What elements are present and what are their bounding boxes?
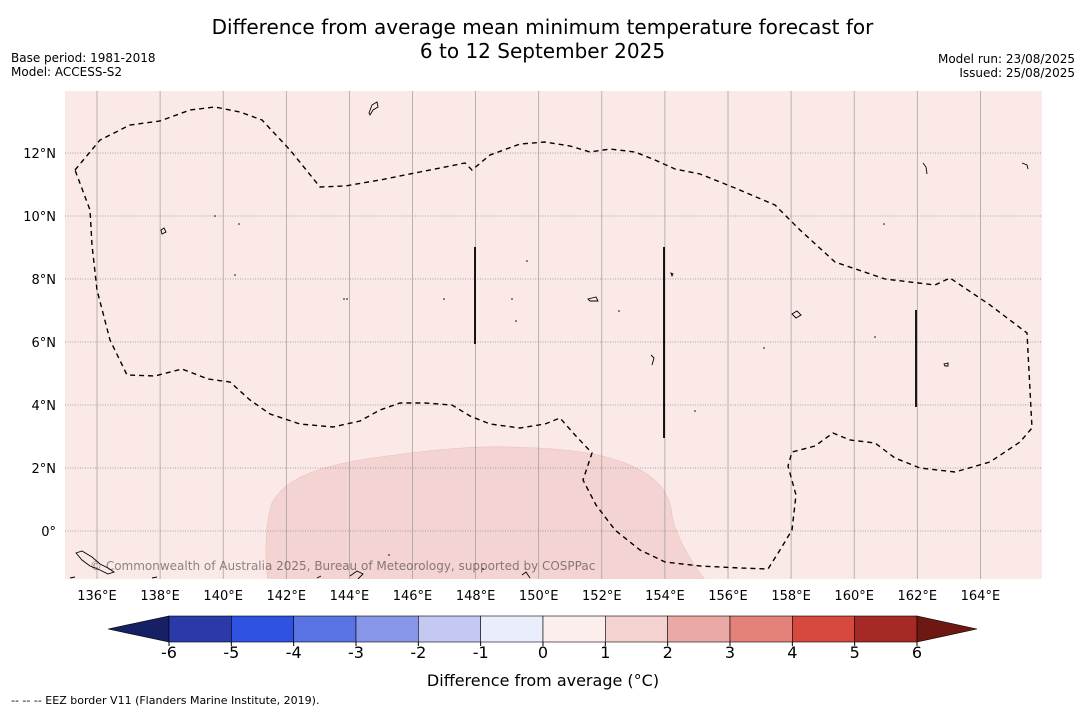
colorbar-segment bbox=[542, 615, 606, 643]
island bbox=[69, 576, 76, 579]
island bbox=[316, 575, 322, 579]
island bbox=[349, 570, 364, 579]
longitude-label: 162°E bbox=[898, 589, 938, 604]
island bbox=[922, 162, 928, 175]
title-line-2: 6 to 12 September 2025 bbox=[419, 39, 666, 63]
longitude-label: 136°E bbox=[77, 589, 117, 604]
colorbar-segment bbox=[418, 615, 481, 643]
longitude-label: 158°E bbox=[771, 589, 811, 604]
colorbar-segment bbox=[667, 615, 731, 643]
copyright-notice: © Commonwealth of Australia 2025, Bureau… bbox=[90, 559, 595, 573]
colorbar-tick-label: 4 bbox=[787, 643, 797, 662]
colorbar-tick-label: -3 bbox=[348, 643, 364, 662]
colorbar-segment bbox=[854, 615, 918, 643]
latitude-label: 2°N bbox=[32, 462, 57, 477]
colorbar-extend-low bbox=[107, 615, 170, 643]
colorbar-tick-label: -2 bbox=[410, 643, 426, 662]
island-guam bbox=[368, 101, 379, 116]
issued-date: Issued: 25/08/2025 bbox=[959, 66, 1075, 80]
island bbox=[521, 571, 531, 579]
colorbar-tick-label: 2 bbox=[663, 643, 673, 662]
island-papua bbox=[75, 550, 116, 575]
longitude-label: 148°E bbox=[456, 589, 496, 604]
island bbox=[650, 354, 655, 366]
colorbar-title: Difference from average (°C) bbox=[427, 671, 659, 690]
colorbar-segment bbox=[605, 615, 668, 643]
small-islands bbox=[214, 215, 885, 570]
colorbar-tick-label: -5 bbox=[223, 643, 239, 662]
latitude-label: 8°N bbox=[32, 273, 57, 288]
longitude-label: 152°E bbox=[582, 589, 622, 604]
longitude-label: 160°E bbox=[834, 589, 874, 604]
colorbar-tick-label: -1 bbox=[473, 643, 489, 662]
island bbox=[670, 272, 674, 278]
colorbar-tick-label: -4 bbox=[286, 643, 302, 662]
colorbar-tick-label: 0 bbox=[538, 643, 548, 662]
longitude-label: 164°E bbox=[961, 589, 1001, 604]
colorbar-segment bbox=[231, 615, 294, 643]
longitude-label: 146°E bbox=[393, 589, 433, 604]
colorbar-tick-label: 3 bbox=[725, 643, 735, 662]
latitude-labels: 12°N 10°N 8°N 6°N 4°N 2°N 0° bbox=[23, 147, 56, 540]
model-name: Model: ACCESS-S2 bbox=[11, 65, 123, 79]
colorbar-tick-label: 6 bbox=[912, 643, 922, 662]
latitude-label: 0° bbox=[41, 525, 56, 540]
island-pohnpei bbox=[587, 296, 599, 302]
colorbar bbox=[107, 615, 978, 643]
longitude-label: 140°E bbox=[203, 589, 243, 604]
islands bbox=[69, 101, 1029, 579]
colorbar-segment bbox=[293, 615, 357, 643]
colorbar-segment bbox=[729, 615, 793, 643]
longitude-label: 156°E bbox=[708, 589, 748, 604]
colorbar-segment bbox=[168, 615, 232, 643]
eez-border bbox=[74, 106, 1033, 570]
longitude-label: 144°E bbox=[330, 589, 370, 604]
footnote: -- -- -- EEZ border V11 (Flanders Marine… bbox=[11, 694, 320, 707]
longitude-labels: 136°E 138°E 140°E 142°E 144°E 146°E 148°E 150°E… bbox=[77, 589, 1000, 604]
colorbar-segment bbox=[480, 615, 544, 643]
title-line-1: Difference from average mean minimum tem… bbox=[211, 15, 874, 39]
latitude-label: 12°N bbox=[23, 147, 56, 162]
colorbar-tick-label: 1 bbox=[600, 643, 610, 662]
island bbox=[1021, 162, 1029, 170]
island bbox=[151, 576, 158, 579]
longitude-label: 138°E bbox=[140, 589, 180, 604]
latitude-label: 10°N bbox=[23, 210, 56, 225]
colorbar-tick-label: 5 bbox=[850, 643, 860, 662]
colorbar-segment bbox=[355, 615, 419, 643]
island-kosrae bbox=[791, 310, 802, 319]
colorbar-ticks: -6 -5 -4 -3 -2 -1 0 1 2 3 4 5 6 bbox=[161, 642, 922, 662]
latitude-label: 4°N bbox=[32, 399, 57, 414]
longitude-label: 154°E bbox=[645, 589, 685, 604]
latitude-label: 6°N bbox=[32, 336, 57, 351]
island bbox=[943, 362, 949, 367]
island bbox=[160, 227, 167, 235]
colorbar-extend-high bbox=[916, 615, 978, 643]
model-run: Model run: 23/08/2025 bbox=[937, 52, 1075, 66]
base-period: Base period: 1981-2018 bbox=[11, 51, 156, 65]
anomaly-region bbox=[265, 446, 705, 579]
colorbar-segment bbox=[792, 615, 855, 643]
longitude-label: 150°E bbox=[519, 589, 559, 604]
longitude-label: 142°E bbox=[267, 589, 307, 604]
colorbar-tick-label: -6 bbox=[161, 643, 177, 662]
